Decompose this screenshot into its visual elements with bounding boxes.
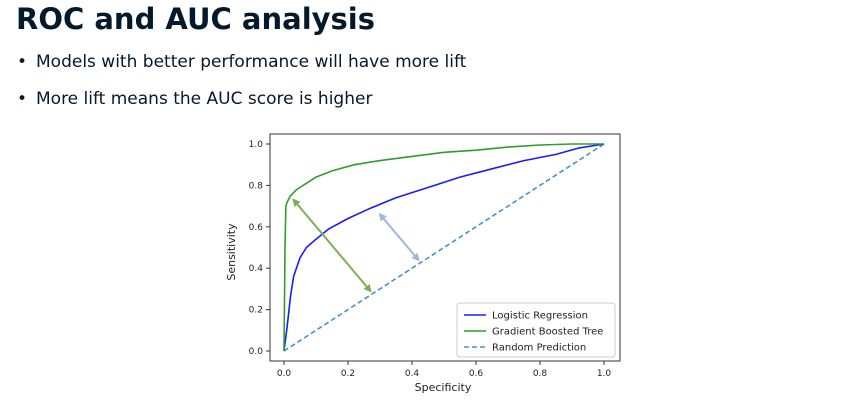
x-tick-label: 0.8 [533,369,548,379]
bullet-text: More lift means the AUC score is higher [36,89,373,109]
x-tick-label: 0.6 [469,369,484,379]
axis-ticks: 0.0 0.2 0.4 0.6 0.8 1.0 0.0 0.2 0.4 0.6 0.8 1.0 [249,140,612,379]
lift-arrow-2 [378,212,420,262]
y-axis-label: Sensitivity [225,223,238,281]
legend-label: Logistic Regression [492,311,588,322]
roc-chart: 0.0 0.2 0.4 0.6 0.8 1.0 0.0 0.2 0.4 0.6 0.8 1.0 Spe… [225,133,621,394]
annotation-layer [292,198,420,293]
y-tick-label: 0.6 [249,223,264,233]
bullet-list: • Models with better performance will ha… [16,50,466,124]
legend: Logistic Regression Gradient Boosted Tree… [456,302,616,358]
y-tick-label: 0.2 [249,306,263,316]
series-line-gradient-boosted-tree [283,143,604,352]
bullet-text: Models with better performance will have… [36,52,467,72]
x-axis-label: Specificity [415,381,472,394]
y-tick-label: 0.4 [249,264,264,274]
bullet-dot-icon: • [17,89,28,109]
y-tick-label: 0.8 [249,181,264,191]
bullet-item: • More lift means the AUC score is highe… [16,87,466,111]
x-tick-label: 1.0 [597,369,612,379]
legend-label: Random Prediction [492,343,586,354]
slide-title: ROC and AUC analysis [16,2,376,36]
legend-box [456,302,616,358]
x-tick-label: 0.4 [405,369,420,379]
x-tick-label: 0.0 [277,369,292,379]
bullet-dot-icon: • [17,52,28,72]
x-tick-label: 0.2 [341,369,355,379]
lift-arrow-1 [292,198,372,293]
bullet-item: • Models with better performance will ha… [16,50,466,74]
y-tick-label: 1.0 [249,140,264,150]
y-tick-label: 0.0 [249,347,264,357]
legend-label: Gradient Boosted Tree [492,327,603,338]
